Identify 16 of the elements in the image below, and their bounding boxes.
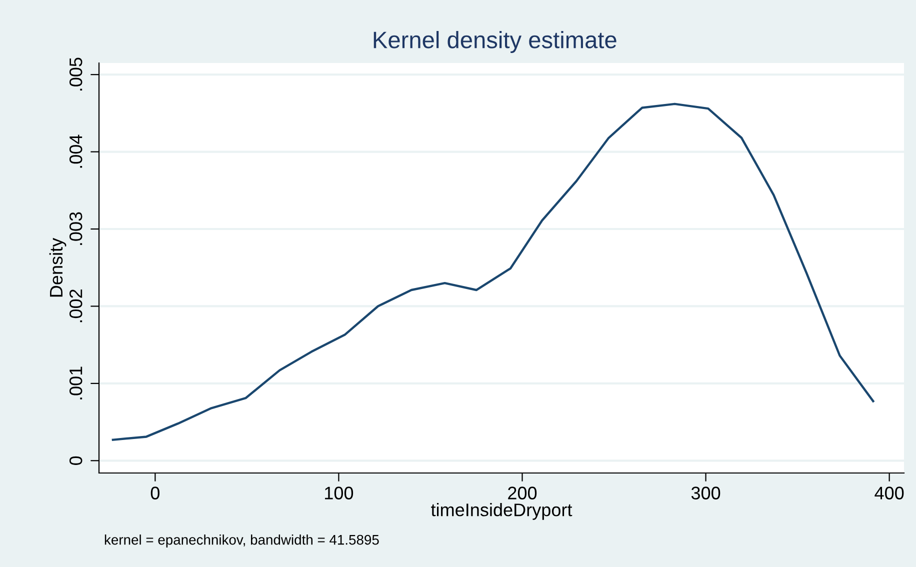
- x-axis-title: timeInsideDryport: [431, 503, 572, 520]
- chart-title: Kernel density estimate: [374, 30, 616, 54]
- y-tick-label: .002: [69, 290, 82, 322]
- x-tick-label: 100: [325, 486, 354, 500]
- y-axis-title: Density: [49, 238, 66, 297]
- y-tick-label: 0: [69, 456, 82, 465]
- text: kernel = epanechnikov, bandwidth = 41.5895: [104, 534, 379, 548]
- line-series: [112, 102, 874, 441]
- y-tick-label: .001: [69, 366, 82, 400]
- y-tick-label: .005: [69, 58, 82, 91]
- y-tick-label: .003: [69, 212, 82, 245]
- x-tick-label: 200: [508, 486, 537, 500]
- y-tick-label: .004: [69, 134, 82, 168]
- x-tick-label: 0: [150, 486, 160, 500]
- x-tick-label: 400: [874, 486, 904, 500]
- x-tick-label: 300: [691, 486, 720, 500]
